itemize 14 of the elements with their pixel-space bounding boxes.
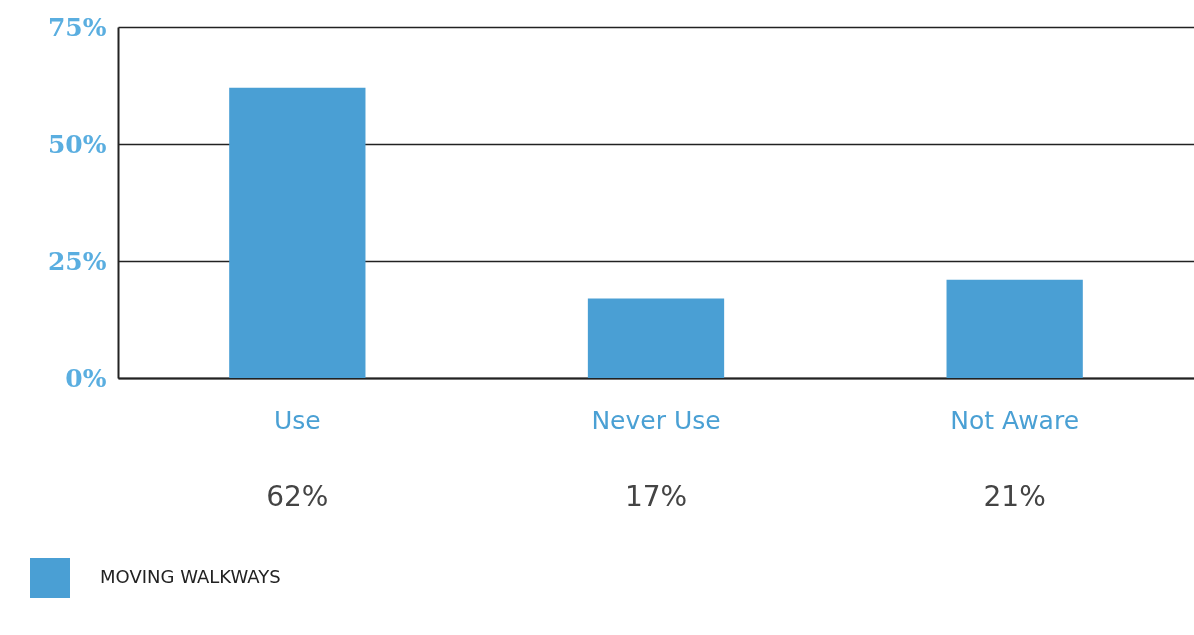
legend-label: MOVING WALKWAYS: [100, 566, 281, 587]
text: 21%: [983, 480, 1046, 513]
bar: [229, 87, 366, 378]
y-tick-label: 0%: [65, 363, 107, 393]
bar: [946, 279, 1083, 378]
x-tick-label: Never Use: [591, 405, 721, 435]
x-tick-label: Use: [273, 405, 321, 435]
bar: [587, 298, 725, 378]
y-tick-label: 75%: [47, 12, 107, 42]
y-tick-label: 50%: [47, 129, 107, 159]
x-tick-label: Not Aware: [950, 405, 1080, 435]
text: 17%: [624, 480, 688, 513]
text: 62%: [266, 480, 329, 513]
y-tick-label: 25%: [47, 246, 107, 276]
